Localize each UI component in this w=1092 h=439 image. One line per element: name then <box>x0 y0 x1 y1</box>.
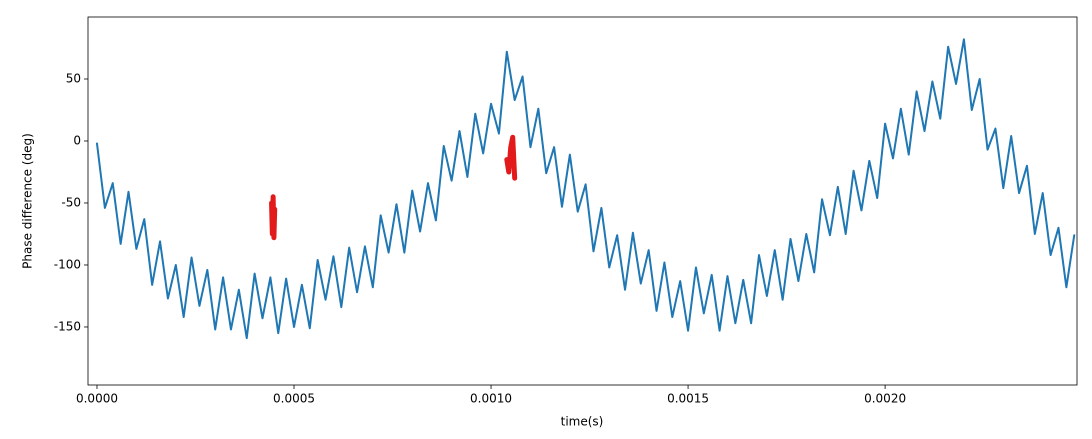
series-line <box>95 38 1076 340</box>
y-tick-label: -100 <box>54 257 81 271</box>
x-tick-label: 0.0020 <box>864 392 906 406</box>
plot-frame <box>87 16 1078 386</box>
plot-area <box>95 38 1076 340</box>
y-tick-label: -150 <box>54 319 81 333</box>
y-tick-label: 0 <box>73 133 81 147</box>
y-tick-label: 50 <box>66 71 81 85</box>
series-line <box>269 194 278 241</box>
x-tick-label: 0.0005 <box>273 392 315 406</box>
y-tick-label: -50 <box>61 195 81 209</box>
x-tick-label: 0.0010 <box>470 392 512 406</box>
x-tick-label: 0.0000 <box>76 392 118 406</box>
x-tick-label: 0.0015 <box>667 392 709 406</box>
y-axis-label: Phase difference (deg) <box>21 133 35 269</box>
series-line <box>504 134 518 181</box>
x-axis-label: time(s) <box>561 415 604 429</box>
